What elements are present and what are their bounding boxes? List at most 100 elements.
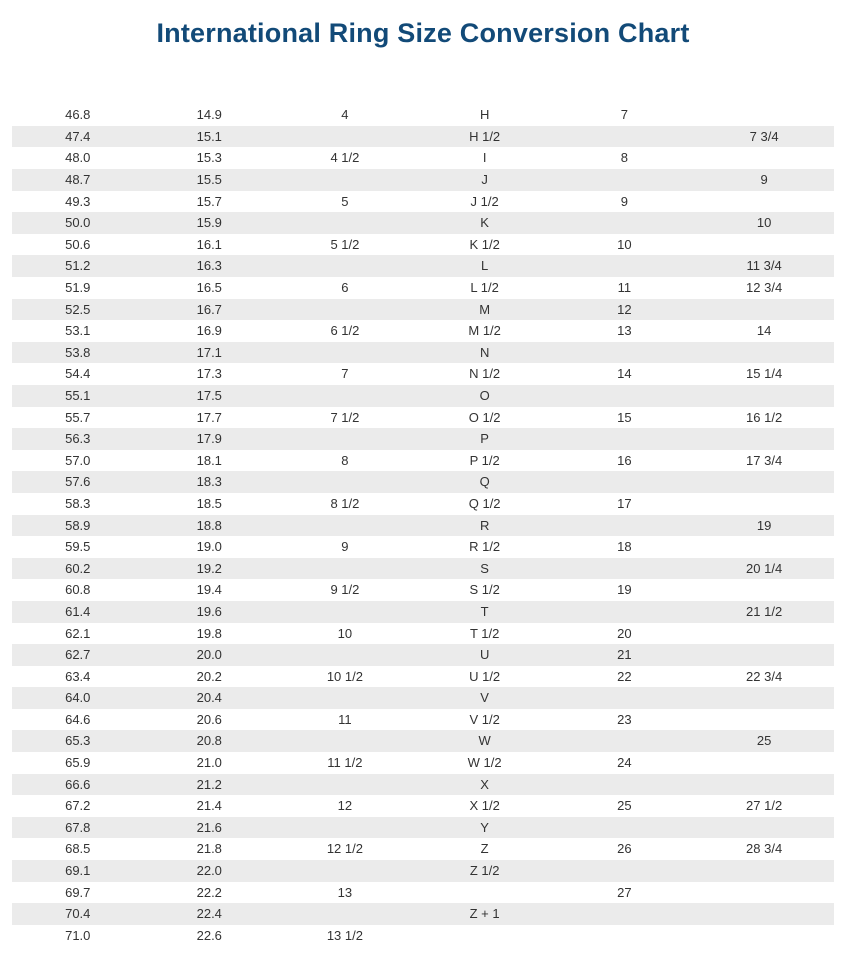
- table-cell: W 1/2: [415, 752, 555, 774]
- table-cell: [694, 234, 834, 256]
- column-header-label: Asia: [611, 73, 637, 87]
- table-cell: 20 1/4: [694, 558, 834, 580]
- table-cell: 50.0: [12, 212, 144, 234]
- table-cell: [694, 471, 834, 493]
- table-cell: 49.3: [12, 191, 144, 213]
- table-cell: [275, 730, 415, 752]
- table-cell: 17.5: [144, 385, 276, 407]
- table-cell: 20.0: [144, 644, 276, 666]
- table-row: 69.122.0Z 1/2: [12, 860, 834, 882]
- table-row: 53.116.96 1/2M 1/21314: [12, 320, 834, 342]
- table-cell: 47.4: [12, 126, 144, 148]
- table-cell: 19: [694, 515, 834, 537]
- table-row: 58.318.58 1/2Q 1/217: [12, 493, 834, 515]
- table-cell: T: [415, 601, 555, 623]
- table-cell: 51.9: [12, 277, 144, 299]
- table-row: 63.420.210 1/2U 1/22222 3/4: [12, 666, 834, 688]
- table-cell: 25: [555, 795, 695, 817]
- table-cell: 12 1/2: [275, 838, 415, 860]
- column-header: Switzerland: [694, 59, 834, 104]
- table-cell: 25: [694, 730, 834, 752]
- table-cell: 10: [555, 234, 695, 256]
- table-cell: 27: [555, 882, 695, 904]
- table-row: 51.216.3L11 3/4: [12, 255, 834, 277]
- column-header-label: USA / Canada: [304, 73, 386, 87]
- table-cell: [694, 579, 834, 601]
- column-header: Circumference (mm)Europe / ISO: [12, 59, 144, 104]
- table-cell: O 1/2: [415, 407, 555, 429]
- table-row: 66.621.2X: [12, 774, 834, 796]
- table-cell: R: [415, 515, 555, 537]
- table-cell: 58.3: [12, 493, 144, 515]
- table-row: 54.417.37N 1/21415 1/4: [12, 363, 834, 385]
- table-cell: 69.1: [12, 860, 144, 882]
- table-cell: 18.1: [144, 450, 276, 472]
- table-cell: 56.3: [12, 428, 144, 450]
- table-cell: [275, 860, 415, 882]
- column-header-label: Europe / ISO: [40, 81, 115, 95]
- table-cell: 21.2: [144, 774, 276, 796]
- table-cell: N 1/2: [415, 363, 555, 385]
- table-cell: [555, 817, 695, 839]
- table-row: 65.320.8W25: [12, 730, 834, 752]
- table-cell: 69.7: [12, 882, 144, 904]
- table-cell: 48.0: [12, 147, 144, 169]
- table-cell: 62.7: [12, 644, 144, 666]
- table-cell: 48.7: [12, 169, 144, 191]
- table-cell: 21 1/2: [694, 601, 834, 623]
- table-cell: 7: [275, 363, 415, 385]
- table-cell: 24: [555, 752, 695, 774]
- column-header: Asia: [555, 59, 695, 104]
- table-row: 51.916.56L 1/21112 3/4: [12, 277, 834, 299]
- table-cell: 13 1/2: [275, 925, 415, 947]
- table-cell: 18.3: [144, 471, 276, 493]
- table-cell: [275, 385, 415, 407]
- table-cell: P 1/2: [415, 450, 555, 472]
- table-cell: 6: [275, 277, 415, 299]
- table-cell: 17.1: [144, 342, 276, 364]
- table-cell: 21.6: [144, 817, 276, 839]
- table-cell: M 1/2: [415, 320, 555, 342]
- chart-container: International Ring Size Conversion Chart…: [0, 0, 846, 966]
- table-cell: [694, 493, 834, 515]
- table-cell: [555, 428, 695, 450]
- table-cell: [275, 428, 415, 450]
- table-cell: 8: [275, 450, 415, 472]
- table-cell: 12: [275, 795, 415, 817]
- column-header-label: Diameter (mm): [166, 73, 254, 87]
- table-cell: [555, 342, 695, 364]
- table-row: 48.015.34 1/2I8: [12, 147, 834, 169]
- table-cell: 52.5: [12, 299, 144, 321]
- table-cell: [275, 601, 415, 623]
- table-cell: J: [415, 169, 555, 191]
- table-row: 53.817.1N: [12, 342, 834, 364]
- table-cell: T 1/2: [415, 623, 555, 645]
- table-cell: [694, 342, 834, 364]
- table-cell: 57.0: [12, 450, 144, 472]
- table-cell: 8 1/2: [275, 493, 415, 515]
- table-cell: [694, 428, 834, 450]
- table-cell: R 1/2: [415, 536, 555, 558]
- table-cell: Q 1/2: [415, 493, 555, 515]
- table-cell: [694, 147, 834, 169]
- table-cell: 61.4: [12, 601, 144, 623]
- table-cell: 62.1: [12, 623, 144, 645]
- table-cell: 54.4: [12, 363, 144, 385]
- table-header: Circumference (mm)Europe / ISO Diameter (…: [12, 59, 834, 104]
- table-cell: 11: [555, 277, 695, 299]
- table-row: 57.618.3Q: [12, 471, 834, 493]
- table-cell: 53.8: [12, 342, 144, 364]
- table-row: 62.720.0U21: [12, 644, 834, 666]
- table-cell: H: [415, 104, 555, 126]
- table-cell: 67.2: [12, 795, 144, 817]
- table-cell: 19.0: [144, 536, 276, 558]
- table-cell: Y: [415, 817, 555, 839]
- table-cell: 19.6: [144, 601, 276, 623]
- table-cell: 55.1: [12, 385, 144, 407]
- table-cell: Z 1/2: [415, 860, 555, 882]
- table-cell: L: [415, 255, 555, 277]
- table-cell: 9: [694, 169, 834, 191]
- table-cell: [555, 255, 695, 277]
- table-cell: 7: [555, 104, 695, 126]
- table-cell: I: [415, 147, 555, 169]
